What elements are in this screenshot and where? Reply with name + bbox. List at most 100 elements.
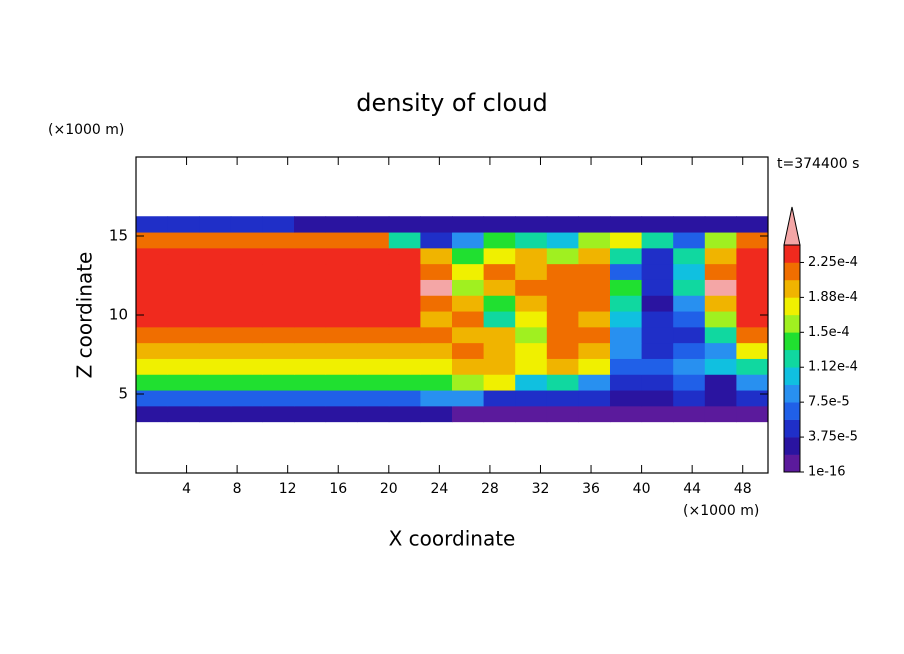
cell xyxy=(199,405,232,423)
y-tick-label: 15 xyxy=(109,227,128,245)
cell xyxy=(673,279,706,296)
chart-title: density of cloud xyxy=(356,89,547,117)
cell xyxy=(167,216,200,233)
cell xyxy=(483,358,516,375)
cell xyxy=(515,390,548,407)
cell xyxy=(199,263,232,280)
cell xyxy=(325,311,358,328)
cell xyxy=(136,390,169,407)
cell xyxy=(230,247,263,265)
x-tick-label: 32 xyxy=(532,481,550,497)
x-tick-label: 8 xyxy=(233,481,242,497)
cell xyxy=(294,247,327,265)
cell xyxy=(578,279,611,296)
cell xyxy=(294,295,327,312)
cell xyxy=(388,342,421,359)
cell xyxy=(388,263,421,280)
cell xyxy=(641,374,674,391)
cell xyxy=(167,232,200,249)
colorbar-box xyxy=(784,437,800,455)
cell xyxy=(704,342,737,359)
cell xyxy=(704,295,737,312)
cell xyxy=(578,263,611,280)
colorbar-tick-label: 1e-16 xyxy=(808,465,846,480)
cell xyxy=(388,295,421,312)
cell xyxy=(357,295,390,312)
cell xyxy=(483,390,516,407)
cell xyxy=(673,390,706,407)
cell xyxy=(420,232,453,249)
cell xyxy=(515,326,548,344)
cell xyxy=(515,374,548,391)
cell xyxy=(673,247,706,265)
x-tick-label: 20 xyxy=(380,481,398,497)
cell xyxy=(136,232,169,249)
x-tick-label: 16 xyxy=(329,481,347,497)
cell xyxy=(262,216,295,233)
cell xyxy=(388,390,421,407)
cell xyxy=(610,358,643,375)
cell xyxy=(388,216,421,233)
cell xyxy=(452,263,485,280)
cell xyxy=(578,374,611,391)
cell xyxy=(136,374,169,391)
cell xyxy=(641,216,674,233)
cell xyxy=(641,247,674,265)
cell xyxy=(199,295,232,312)
cell xyxy=(325,390,358,407)
cell xyxy=(167,342,200,359)
cell xyxy=(230,405,263,423)
colorbar-box xyxy=(784,384,800,403)
cell xyxy=(452,216,485,233)
cell xyxy=(736,405,769,423)
cell xyxy=(136,279,169,296)
cell xyxy=(357,216,390,233)
cell xyxy=(420,358,453,375)
cell xyxy=(357,342,390,359)
cell xyxy=(199,279,232,296)
cell xyxy=(230,279,263,296)
cell xyxy=(262,232,295,249)
cell xyxy=(167,263,200,280)
cell xyxy=(357,311,390,328)
cell xyxy=(673,342,706,359)
cell xyxy=(388,232,421,249)
cell xyxy=(325,216,358,233)
cell xyxy=(167,247,200,265)
cell xyxy=(578,295,611,312)
cell xyxy=(483,326,516,344)
cell xyxy=(294,311,327,328)
colorbar-tick-label: 1.12e-4 xyxy=(808,360,858,375)
cell xyxy=(357,232,390,249)
cell xyxy=(388,279,421,296)
cell xyxy=(262,358,295,375)
cell xyxy=(230,232,263,249)
cell xyxy=(641,295,674,312)
cell xyxy=(325,342,358,359)
x-unit: (×1000 m) xyxy=(683,503,759,519)
cell xyxy=(230,358,263,375)
cell xyxy=(262,326,295,344)
cell xyxy=(136,247,169,265)
cell xyxy=(230,216,263,233)
colorbar-tick-label: 1.88e-4 xyxy=(808,290,858,305)
cell xyxy=(262,390,295,407)
cell xyxy=(420,405,453,423)
x-tick-label: 24 xyxy=(430,481,448,497)
cell xyxy=(325,358,358,375)
cell xyxy=(388,405,421,423)
cell xyxy=(357,279,390,296)
cell xyxy=(420,390,453,407)
cell xyxy=(641,390,674,407)
cell xyxy=(420,295,453,312)
cell xyxy=(515,247,548,265)
cell xyxy=(546,232,579,249)
cell xyxy=(704,374,737,391)
colorbar-box xyxy=(784,314,800,333)
cell xyxy=(262,263,295,280)
cell xyxy=(452,279,485,296)
cell xyxy=(641,405,674,423)
cell xyxy=(420,374,453,391)
